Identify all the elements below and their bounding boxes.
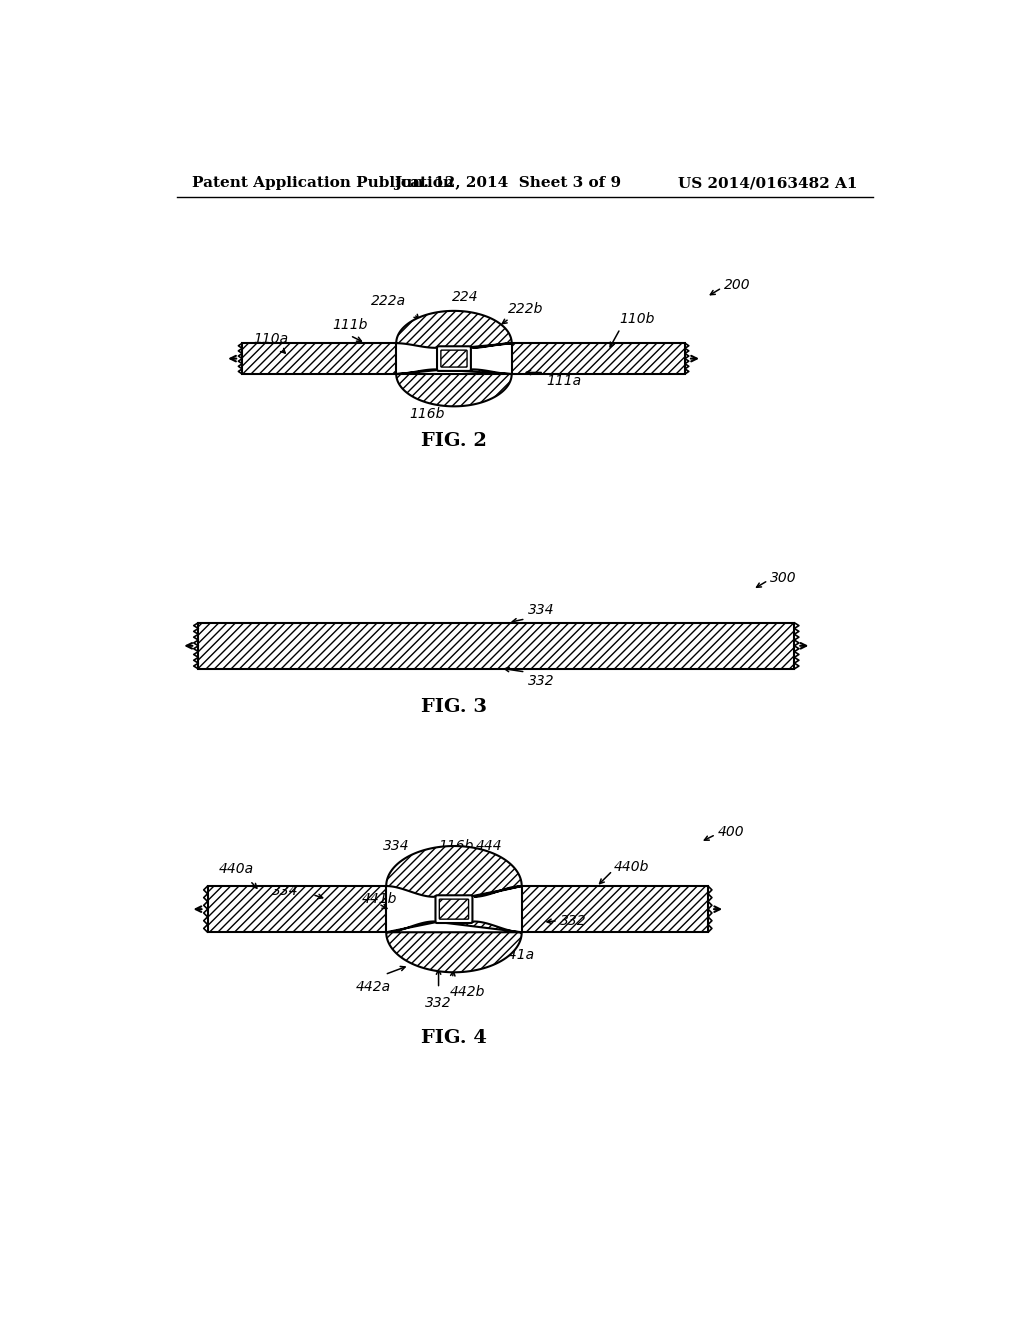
Text: 222b: 222b: [508, 302, 544, 317]
Text: 332: 332: [560, 913, 587, 928]
Text: 440b: 440b: [614, 859, 649, 874]
FancyBboxPatch shape: [435, 895, 472, 923]
Text: 111a: 111a: [547, 374, 582, 388]
Text: 116b: 116b: [438, 840, 474, 853]
Text: 442b: 442b: [451, 985, 485, 999]
Polygon shape: [386, 921, 521, 973]
Text: 116b: 116b: [410, 407, 444, 421]
Text: 441a: 441a: [500, 948, 536, 962]
Bar: [512, 343, 685, 374]
Text: FIG. 4: FIG. 4: [421, 1028, 486, 1047]
Text: US 2014/0163482 A1: US 2014/0163482 A1: [678, 176, 857, 190]
Bar: [199, 623, 795, 669]
Text: 440a: 440a: [219, 862, 254, 876]
Text: 111b: 111b: [333, 318, 368, 331]
Text: 332: 332: [425, 997, 452, 1010]
Text: FIG. 3: FIG. 3: [421, 698, 487, 717]
Text: 110a: 110a: [254, 331, 289, 346]
FancyBboxPatch shape: [437, 346, 471, 371]
Text: Patent Application Publication: Patent Application Publication: [193, 176, 455, 190]
Text: 442a: 442a: [355, 979, 391, 994]
Text: 334: 334: [271, 884, 298, 899]
Text: 334: 334: [383, 840, 410, 853]
Bar: [243, 343, 396, 374]
Text: 300: 300: [770, 572, 797, 585]
FancyBboxPatch shape: [441, 350, 467, 367]
Text: 334: 334: [528, 602, 555, 616]
Text: Jun. 12, 2014  Sheet 3 of 9: Jun. 12, 2014 Sheet 3 of 9: [394, 176, 622, 190]
Bar: [208, 886, 386, 932]
Text: 444: 444: [475, 840, 502, 853]
Bar: [521, 886, 708, 932]
Polygon shape: [396, 312, 512, 348]
Text: 222a: 222a: [371, 294, 407, 308]
Text: 224: 224: [453, 290, 479, 304]
Polygon shape: [386, 846, 521, 896]
Text: 200: 200: [724, 279, 751, 293]
FancyBboxPatch shape: [439, 899, 469, 919]
Text: 400: 400: [717, 825, 743, 840]
Text: 110b: 110b: [620, 313, 655, 326]
Text: 332: 332: [528, 675, 555, 688]
Polygon shape: [396, 370, 512, 407]
Text: FIG. 2: FIG. 2: [421, 432, 486, 450]
Text: 441b: 441b: [361, 892, 397, 906]
